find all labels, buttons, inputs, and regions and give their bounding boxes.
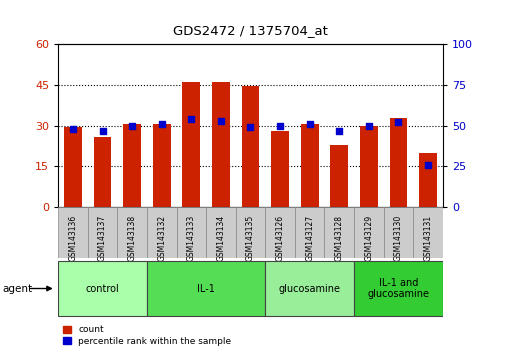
Bar (418, 153, 436, 207)
Point (158, 121, 166, 127)
FancyBboxPatch shape (413, 207, 442, 258)
Text: IL-1 and
glucosamine: IL-1 and glucosamine (367, 278, 429, 299)
Point (393, 120, 401, 125)
FancyBboxPatch shape (265, 207, 294, 258)
Bar (271, 131, 288, 207)
Point (364, 123, 372, 129)
Text: GSM143130: GSM143130 (393, 215, 402, 261)
Point (128, 123, 136, 129)
Text: GSM143128: GSM143128 (334, 215, 343, 261)
Text: GSM143137: GSM143137 (98, 215, 107, 261)
FancyBboxPatch shape (206, 207, 235, 258)
Bar (359, 126, 377, 207)
Point (217, 118, 225, 124)
Point (98, 128, 107, 133)
FancyBboxPatch shape (294, 207, 324, 258)
Text: GSM143135: GSM143135 (245, 215, 255, 261)
Point (187, 116, 195, 122)
FancyBboxPatch shape (176, 207, 206, 258)
Text: GSM143126: GSM143126 (275, 215, 284, 261)
Text: control: control (85, 284, 119, 293)
Text: GSM143138: GSM143138 (127, 215, 136, 261)
Text: GSM143133: GSM143133 (186, 215, 195, 261)
Bar (182, 82, 200, 207)
Bar (300, 124, 318, 207)
FancyBboxPatch shape (146, 261, 265, 316)
FancyBboxPatch shape (58, 261, 146, 316)
FancyBboxPatch shape (324, 207, 353, 258)
Text: GSM143136: GSM143136 (68, 215, 77, 261)
FancyBboxPatch shape (58, 207, 87, 258)
Text: agent: agent (3, 284, 33, 293)
FancyBboxPatch shape (354, 261, 442, 316)
FancyBboxPatch shape (265, 261, 354, 316)
Bar (64, 127, 82, 207)
Bar (330, 145, 347, 207)
Text: GSM143134: GSM143134 (216, 215, 225, 261)
FancyBboxPatch shape (117, 207, 146, 258)
Text: GSM143131: GSM143131 (423, 215, 432, 261)
Text: GSM143132: GSM143132 (157, 215, 166, 261)
Bar (212, 82, 229, 207)
FancyBboxPatch shape (87, 207, 117, 258)
FancyBboxPatch shape (354, 207, 383, 258)
Bar (153, 124, 170, 207)
Point (423, 162, 431, 167)
FancyBboxPatch shape (235, 207, 265, 258)
Bar (93, 137, 111, 207)
Legend: count, percentile rank within the sample: count, percentile rank within the sample (63, 325, 231, 346)
Bar (123, 124, 141, 207)
Bar (241, 86, 259, 207)
Text: glucosamine: glucosamine (278, 284, 340, 293)
Point (305, 121, 313, 127)
Text: GSM143129: GSM143129 (364, 215, 373, 261)
Point (69, 126, 77, 132)
FancyBboxPatch shape (383, 207, 413, 258)
Point (275, 123, 283, 129)
Point (246, 125, 254, 130)
Text: GSM143127: GSM143127 (305, 215, 314, 261)
Bar (389, 118, 407, 207)
Text: GDS2472 / 1375704_at: GDS2472 / 1375704_at (173, 24, 327, 37)
Text: IL-1: IL-1 (197, 284, 215, 293)
FancyBboxPatch shape (146, 207, 176, 258)
Point (334, 128, 342, 133)
